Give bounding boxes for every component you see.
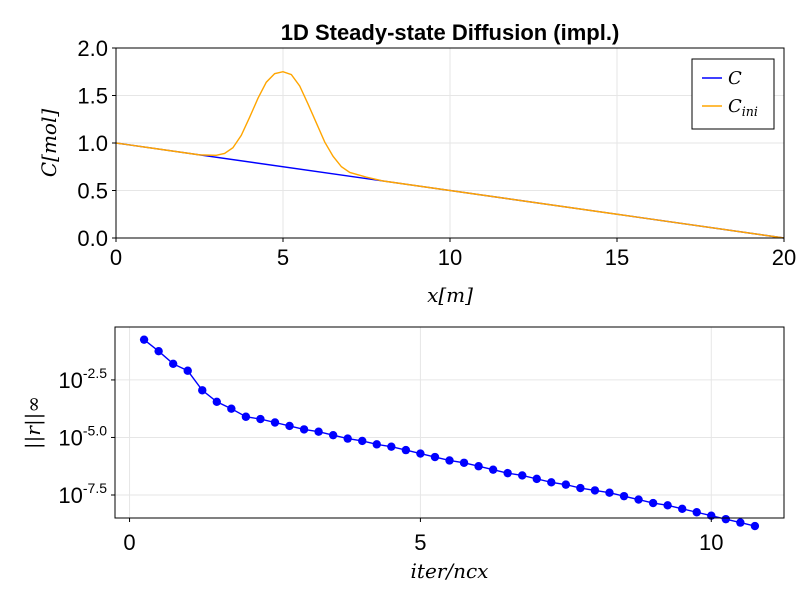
y-tick-label: 10-2.5	[58, 365, 107, 393]
residual-point	[401, 445, 411, 455]
top-panel: 0 5 10 15 20 0.0 0.5 1.0 1.5 2.0 1D Steady-state D…	[37, 20, 796, 307]
y-tick-exponent: -2.5	[83, 365, 107, 381]
residual-point	[619, 491, 629, 501]
y-tick-label: 10-7.5	[58, 480, 107, 508]
legend-label: Cini	[728, 96, 758, 119]
residual-point	[532, 474, 541, 484]
x-tick-label: 0	[123, 530, 135, 555]
y-tick-exponent: -5.0	[83, 422, 107, 438]
x-tick-label: 5	[414, 530, 426, 555]
residual-point	[372, 440, 381, 449]
x-tick-label: 0	[110, 245, 122, 270]
legend-label-main: C	[728, 68, 742, 89]
x-axis-label-main: iter/ncx	[411, 559, 489, 583]
residual-point	[547, 478, 556, 487]
residual-point	[678, 504, 687, 513]
residual-point	[459, 458, 469, 467]
residual-point	[692, 508, 701, 517]
residual-point	[299, 425, 309, 434]
y-tick-label: 1.5	[77, 84, 108, 109]
y-tick-label: 10-5.0	[58, 422, 107, 450]
residual-point	[648, 498, 658, 508]
legend-label: C	[728, 68, 742, 89]
x-axis-label: iter/ncx	[411, 559, 489, 583]
residual-point	[503, 468, 512, 478]
residual-point	[227, 404, 236, 413]
y-tick-label: 0.5	[77, 179, 108, 204]
residual-point	[518, 471, 527, 480]
residual-point	[183, 366, 192, 375]
y-tick-exponent: -7.5	[83, 480, 107, 496]
residual-point	[750, 521, 760, 531]
legend-label-subscript: ini	[742, 104, 758, 119]
legend-box	[691, 58, 775, 130]
residual-point	[168, 359, 178, 369]
y-axis-label: C[mol]	[37, 109, 61, 178]
residual-point	[270, 418, 280, 427]
residual-point	[198, 386, 207, 395]
residual-point	[154, 346, 163, 356]
residual-line	[143, 339, 756, 527]
y-axis-label-main: ||r||∞	[21, 396, 46, 449]
residual-point	[634, 495, 643, 504]
residual-point	[736, 518, 745, 527]
residual-point	[343, 434, 352, 443]
y-tick-label: 0.0	[77, 226, 108, 251]
y-tick-base: 10	[58, 483, 82, 508]
x-tick-label: 10	[699, 530, 723, 555]
residual-point	[212, 397, 221, 406]
y-axis-label-main: C[mol]	[37, 109, 61, 178]
residual-point	[663, 501, 672, 510]
x-tick-label: 15	[605, 245, 629, 270]
x-axis-label: x[m]	[427, 283, 473, 307]
residual-point	[256, 414, 265, 424]
series-line-c-ini	[115, 71, 785, 239]
residual-point	[358, 436, 367, 446]
residual-point	[576, 483, 585, 493]
residual-point	[488, 465, 498, 474]
residual-point	[314, 427, 323, 436]
residual-point	[328, 430, 338, 440]
residual-point	[430, 452, 440, 462]
residual-point	[416, 449, 425, 458]
x-axis-label-main: x[m]	[427, 283, 473, 307]
chart-title: 1D Steady-state Diffusion (impl.)	[281, 20, 620, 45]
residual-point	[721, 514, 731, 524]
x-tick-label: 10	[438, 245, 462, 270]
x-tick-label: 5	[277, 245, 289, 270]
residual-point	[590, 486, 600, 495]
residual-point	[445, 456, 454, 465]
y-tick-base: 10	[58, 368, 82, 393]
plot-frame	[114, 326, 785, 519]
residual-point	[139, 335, 149, 344]
legend-label-main: C	[728, 96, 742, 117]
residual-point	[241, 412, 251, 421]
y-tick-label: 2.0	[77, 36, 108, 61]
y-axis-label: ||r||∞	[21, 396, 46, 449]
residual-point	[605, 488, 614, 497]
y-tick-label: 1.0	[77, 131, 108, 156]
residual-point	[561, 480, 571, 489]
residual-point	[285, 421, 294, 431]
y-tick-base: 10	[58, 425, 82, 450]
residual-point	[474, 462, 483, 471]
residual-point	[387, 442, 396, 451]
x-tick-label: 20	[772, 245, 796, 270]
